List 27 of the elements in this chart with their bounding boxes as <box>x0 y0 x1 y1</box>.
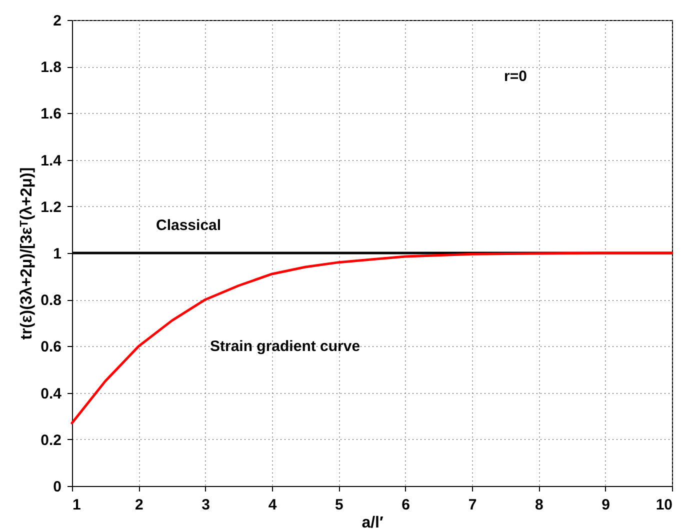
y-tick-label: 0.6 <box>40 338 62 356</box>
y-tick-label: 2 <box>53 12 62 30</box>
x-tick-label: 5 <box>334 496 344 514</box>
y-tick-label: 0 <box>53 478 62 496</box>
x-tick-label: 3 <box>202 496 210 514</box>
y-tick-label: 1 <box>53 246 62 262</box>
x-tick-label: 9 <box>602 496 610 514</box>
x-tick-label: 7 <box>468 496 477 514</box>
y-tick-label: 1.6 <box>40 106 62 123</box>
annotation: r=0 <box>504 68 527 85</box>
y-tick-label: 0.4 <box>40 385 62 402</box>
annotation: Strain gradient curve <box>210 338 360 356</box>
y-tick-label: 1.8 <box>40 59 62 76</box>
x-tick-label: 4 <box>268 496 278 514</box>
y-tick-label: 1.4 <box>40 152 62 170</box>
y-tick-label: 0.8 <box>40 292 62 310</box>
x-tick-label: 1 <box>72 496 81 514</box>
ref-line-label: Classical <box>156 217 222 234</box>
x-tick-label: 2 <box>134 496 144 514</box>
y-axis-title: tr(ε)(3λ+2μ)/[3εᵀ(λ+2μ)] <box>18 167 36 340</box>
y-tick-label: 1.2 <box>40 198 62 216</box>
x-tick-label: 8 <box>534 496 544 514</box>
x-tick-label: 6 <box>402 496 410 514</box>
x-tick-label: 10 <box>656 496 672 514</box>
y-tick-label: 0.2 <box>40 432 62 449</box>
line-series <box>70 252 674 424</box>
x-axis-title: a/l′ <box>362 514 384 532</box>
